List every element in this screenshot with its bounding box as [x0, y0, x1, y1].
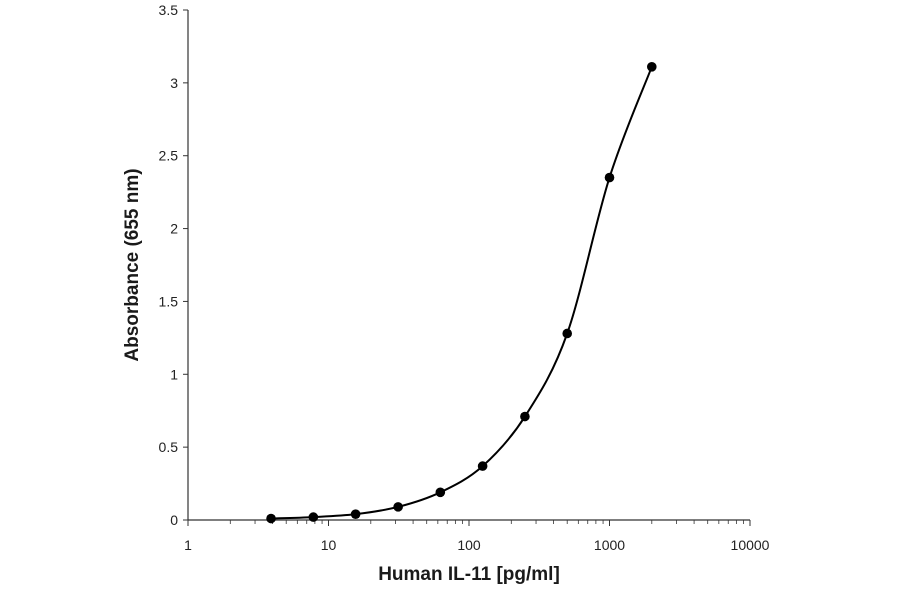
data-point: [350, 509, 361, 519]
y-tick-label: 3: [170, 75, 178, 91]
y-tick-label: 2: [170, 221, 178, 237]
x-tick-label: 10: [321, 537, 337, 553]
series-curve: [271, 66, 653, 520]
data-points: [266, 62, 657, 524]
data-point: [477, 461, 488, 471]
y-tick-label: 1.5: [159, 293, 179, 309]
y-axis-title: Absorbance (655 nm): [122, 168, 143, 361]
data-point: [435, 487, 446, 498]
data-point: [562, 328, 573, 339]
x-tick-label: 100: [457, 537, 481, 553]
y-tick-label: 2.5: [159, 148, 179, 164]
y-tick-label: 0.5: [159, 439, 179, 455]
y-tick-label: 3.5: [159, 2, 179, 18]
x-axis-title: Human IL-11 [pg/ml]: [378, 564, 560, 585]
y-tick-label: 0: [170, 512, 178, 528]
y-tick-label: 1: [170, 366, 178, 382]
data-point: [393, 502, 403, 512]
data-point: [266, 513, 276, 524]
data-point: [520, 411, 530, 422]
tick-labels: 0 0.5 1 1.5 2 2.5 3 3.5 1 10 100 1000 10000: [159, 2, 770, 553]
x-tick-label: 1000: [594, 537, 625, 553]
x-tick-label: 10000: [731, 537, 770, 553]
axes: [187, 10, 750, 521]
data-point: [604, 172, 615, 183]
data-point: [308, 512, 319, 522]
data-point: [646, 62, 657, 72]
ticks: [183, 9, 751, 526]
x-tick-label: 1: [184, 537, 192, 553]
